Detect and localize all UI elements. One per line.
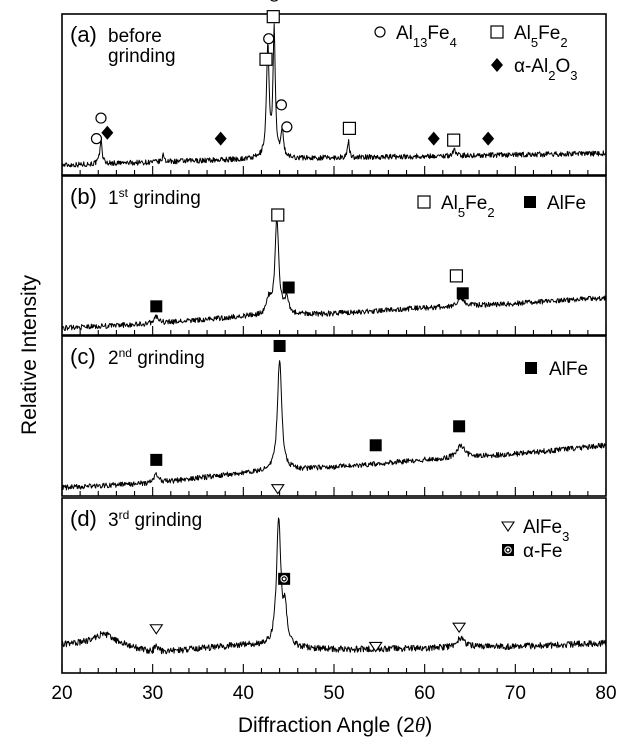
legend-label: AlFe: [547, 193, 586, 214]
x-tick-label: 40: [233, 683, 254, 704]
panel-caption: 2nd grinding: [108, 346, 205, 369]
panel-caption: 1st grinding: [108, 186, 201, 209]
legend-marker: [525, 362, 537, 374]
peak-marker: [90, 133, 103, 145]
panel-3: (c) 2nd grinding AlFe: [61, 335, 607, 497]
panel-label: (d): [70, 506, 97, 531]
legend-marker: [500, 521, 516, 532]
legend: Al13Fe4 Al5Fe2 α-Al2O3: [374, 23, 577, 83]
peak-marker: [368, 641, 383, 653]
spectrum-line: [61, 219, 607, 331]
panel-2: (b) 1st grinding Al5Fe2 AlFe: [61, 175, 607, 336]
peak-marker: [266, 10, 280, 24]
legend-label: Al13Fe4: [396, 23, 457, 50]
x-tick-label: 50: [323, 683, 344, 704]
peak-marker: [282, 281, 295, 294]
peak-marker: [263, 33, 275, 45]
spectrum-line: [61, 23, 607, 168]
spectrum-line: [61, 360, 607, 491]
panel-caption: 3rd grinding: [108, 508, 202, 531]
peak-marker: [482, 131, 495, 146]
peak-marker: [101, 125, 114, 140]
panel-caption: grinding: [108, 46, 176, 67]
peak-marker: [270, 484, 285, 495]
legend: AlFe: [525, 359, 588, 380]
legend: Al5Fe2 AlFe: [417, 193, 586, 220]
legend-label: Al5Fe2: [514, 23, 568, 50]
peak-marker: [281, 121, 293, 133]
legend-marker: [374, 26, 386, 38]
peak-marker: [449, 269, 463, 283]
legend-label: Al5Fe2: [441, 193, 495, 220]
peak-marker: [150, 453, 163, 466]
panel-label: (b): [70, 184, 97, 209]
peak-marker: [149, 624, 164, 635]
peak-marker: [447, 133, 461, 147]
panel-caption: before: [108, 26, 162, 47]
x-tick-label: 60: [414, 683, 435, 704]
x-tick-label: 80: [595, 683, 616, 704]
peak-marker: [342, 121, 357, 135]
panel-label: (a): [70, 22, 97, 47]
panel-label: (c): [70, 344, 96, 369]
peak-marker: [95, 112, 107, 124]
peak-marker: [369, 439, 382, 452]
peak-marker: [259, 52, 273, 66]
peak-marker: [271, 208, 285, 222]
x-tick-label: 30: [142, 683, 163, 704]
x-tick-label: 70: [505, 683, 526, 704]
peak-marker: [278, 572, 291, 585]
spectrum-line: [61, 517, 607, 655]
x-tick-label: 20: [51, 683, 72, 704]
legend-label: α-Fe: [523, 541, 562, 562]
peak-marker: [150, 300, 163, 313]
legend-marker: [417, 195, 431, 209]
x-axis-label: Diffraction Angle (2θ): [238, 713, 432, 737]
peak-marker: [453, 420, 466, 433]
peak-marker: [427, 131, 440, 146]
legend-marker: [490, 25, 504, 39]
legend-marker: [502, 544, 514, 556]
legend-marker: [491, 58, 503, 72]
legend-label: α-Al2O3: [514, 56, 577, 83]
x-axis: 20 30 40 50 60 70 80: [51, 683, 616, 704]
y-axis-label: Relative Intensity: [18, 275, 41, 435]
peak-marker: [452, 622, 467, 634]
peak-marker: [456, 287, 469, 300]
peak-marker: [273, 340, 286, 352]
peak-marker: [214, 131, 227, 146]
legend-marker: [524, 196, 536, 208]
peak-marker: [275, 99, 288, 111]
legend-label: AlFe3: [523, 517, 569, 544]
legend-label: AlFe: [549, 359, 588, 380]
peak-marker: [270, 0, 279, 2]
